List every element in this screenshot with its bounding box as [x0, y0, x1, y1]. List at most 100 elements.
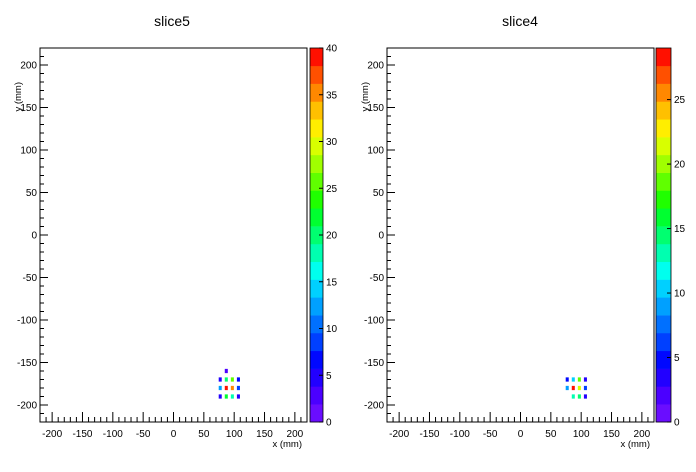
y-tick-label: -200 — [364, 401, 384, 412]
color-scale-segment — [656, 315, 671, 334]
heatmap-cell — [230, 377, 234, 382]
color-scale-segment — [656, 190, 671, 209]
color-scale-segment — [310, 386, 323, 405]
color-scale-segment — [656, 332, 671, 352]
y-tick-label: 100 — [20, 146, 37, 157]
color-scale-label: 25 — [674, 95, 686, 106]
chart-title: slice5 — [154, 13, 190, 29]
color-scale-segment — [310, 83, 323, 102]
x-tick-label: -200 — [42, 429, 62, 440]
y-tick-label: -150 — [364, 358, 384, 369]
color-scale-segment — [310, 404, 323, 423]
x-tick-label: -200 — [389, 429, 409, 440]
heatmap-cell — [583, 385, 587, 391]
color-scale-segment — [310, 279, 323, 298]
color-scale-label: 20 — [674, 160, 686, 171]
color-scale-segment — [656, 208, 671, 227]
plot-frame — [39, 47, 308, 423]
y-tick-label: 200 — [367, 61, 384, 72]
plot-frame — [386, 47, 655, 423]
heatmap-cell — [577, 394, 581, 399]
color-scale-label: 10 — [326, 324, 338, 335]
x-tick-label: 0 — [518, 429, 524, 440]
x-tick-label: -50 — [483, 429, 498, 440]
color-scale-segment — [656, 261, 671, 280]
color-scale-segment — [310, 332, 323, 352]
color-scale-segment — [310, 368, 323, 387]
heatmap-cell — [583, 377, 587, 382]
color-scale-segment — [310, 350, 323, 369]
y-tick-label: 0 — [378, 231, 384, 242]
heatmap-cell — [565, 377, 569, 382]
color-scale-segment — [310, 154, 323, 173]
color-scale-label: 40 — [326, 44, 338, 55]
heatmap-cell — [236, 385, 240, 391]
color-scale-label: 15 — [674, 224, 686, 235]
color-scale-segment — [656, 226, 671, 245]
color-scale-segment — [656, 386, 671, 405]
color-scale: 0 5 10 15 20 25 30 35 40 — [309, 44, 338, 429]
heatmap-cell — [224, 394, 228, 399]
color-scale: 0 5 10 15 20 25 — [655, 47, 686, 429]
chart-panel-slice4: slice4-200 -150 -100 -50 0 50 100 150 200-200-15… — [360, 13, 686, 450]
color-scale-segment — [310, 172, 323, 191]
color-scale-segment — [310, 208, 323, 227]
x-tick-label: 200 — [634, 429, 651, 440]
color-scale-segment — [656, 48, 671, 67]
color-scale-segment — [310, 226, 323, 245]
y-tick-label: -100 — [364, 316, 384, 327]
x-tick-label: 50 — [198, 429, 210, 440]
y-tick-label: 150 — [20, 103, 37, 114]
color-scale-segment — [310, 48, 323, 67]
y-tick-label: 200 — [20, 61, 37, 72]
color-scale-label: 0 — [674, 418, 680, 429]
y-axis-label: y (mm) — [360, 82, 371, 112]
x-tick-label: -150 — [72, 429, 92, 440]
color-scale-segment — [656, 368, 671, 387]
heatmap-cell — [583, 394, 587, 399]
color-scale-segment — [310, 243, 323, 263]
x-tick-label: -150 — [419, 429, 439, 440]
chart-panel-slice5: slice5-200 -150 -100 -50 0 50 100 150 200-200-15… — [13, 13, 338, 450]
y-tick-label: -200 — [17, 401, 37, 412]
color-scale-segment — [310, 297, 323, 316]
heatmap-cell — [224, 368, 228, 374]
y-tick-label: -50 — [370, 273, 385, 284]
color-scale-segment — [310, 65, 323, 84]
heatmap-cell — [577, 385, 581, 391]
heatmap-cell — [230, 394, 234, 399]
x-tick-label: -100 — [103, 429, 123, 440]
color-scale-frame — [655, 47, 672, 423]
color-scale-label: 35 — [326, 90, 338, 101]
heatmap-cell — [224, 377, 228, 382]
color-scale-segment — [656, 137, 671, 156]
x-tick-label: 150 — [256, 429, 273, 440]
x-tick-label: 100 — [573, 429, 590, 440]
color-scale-label: 30 — [326, 137, 338, 148]
y-axis-label: y (mm) — [13, 82, 24, 112]
color-scale-segment — [310, 315, 323, 334]
color-scale-segment — [656, 279, 671, 298]
y-tick-label: 0 — [31, 231, 37, 242]
color-scale-segment — [656, 404, 671, 423]
x-tick-label: 150 — [603, 429, 620, 440]
color-scale-segment — [656, 65, 671, 84]
color-scale-label: 5 — [326, 371, 332, 382]
heatmap-cell — [236, 377, 240, 382]
y-tick-label: 150 — [367, 103, 384, 114]
color-scale-label: 15 — [326, 277, 338, 288]
heatmap-cell — [571, 385, 575, 391]
x-tick-label: 200 — [287, 429, 304, 440]
x-tick-label: 0 — [171, 429, 177, 440]
heatmap-cell — [230, 385, 234, 391]
heatmap-cell — [577, 377, 581, 382]
y-tick-label: 50 — [26, 188, 38, 199]
heatmap-cell — [218, 394, 222, 399]
heatmap-cell — [571, 394, 575, 399]
color-scale-segment — [310, 190, 323, 209]
x-axis-label: x (mm) — [620, 439, 650, 450]
color-scale-label: 20 — [326, 231, 338, 242]
x-tick-label: 100 — [226, 429, 243, 440]
chart-title: slice4 — [502, 13, 538, 29]
color-scale-segment — [656, 83, 671, 102]
